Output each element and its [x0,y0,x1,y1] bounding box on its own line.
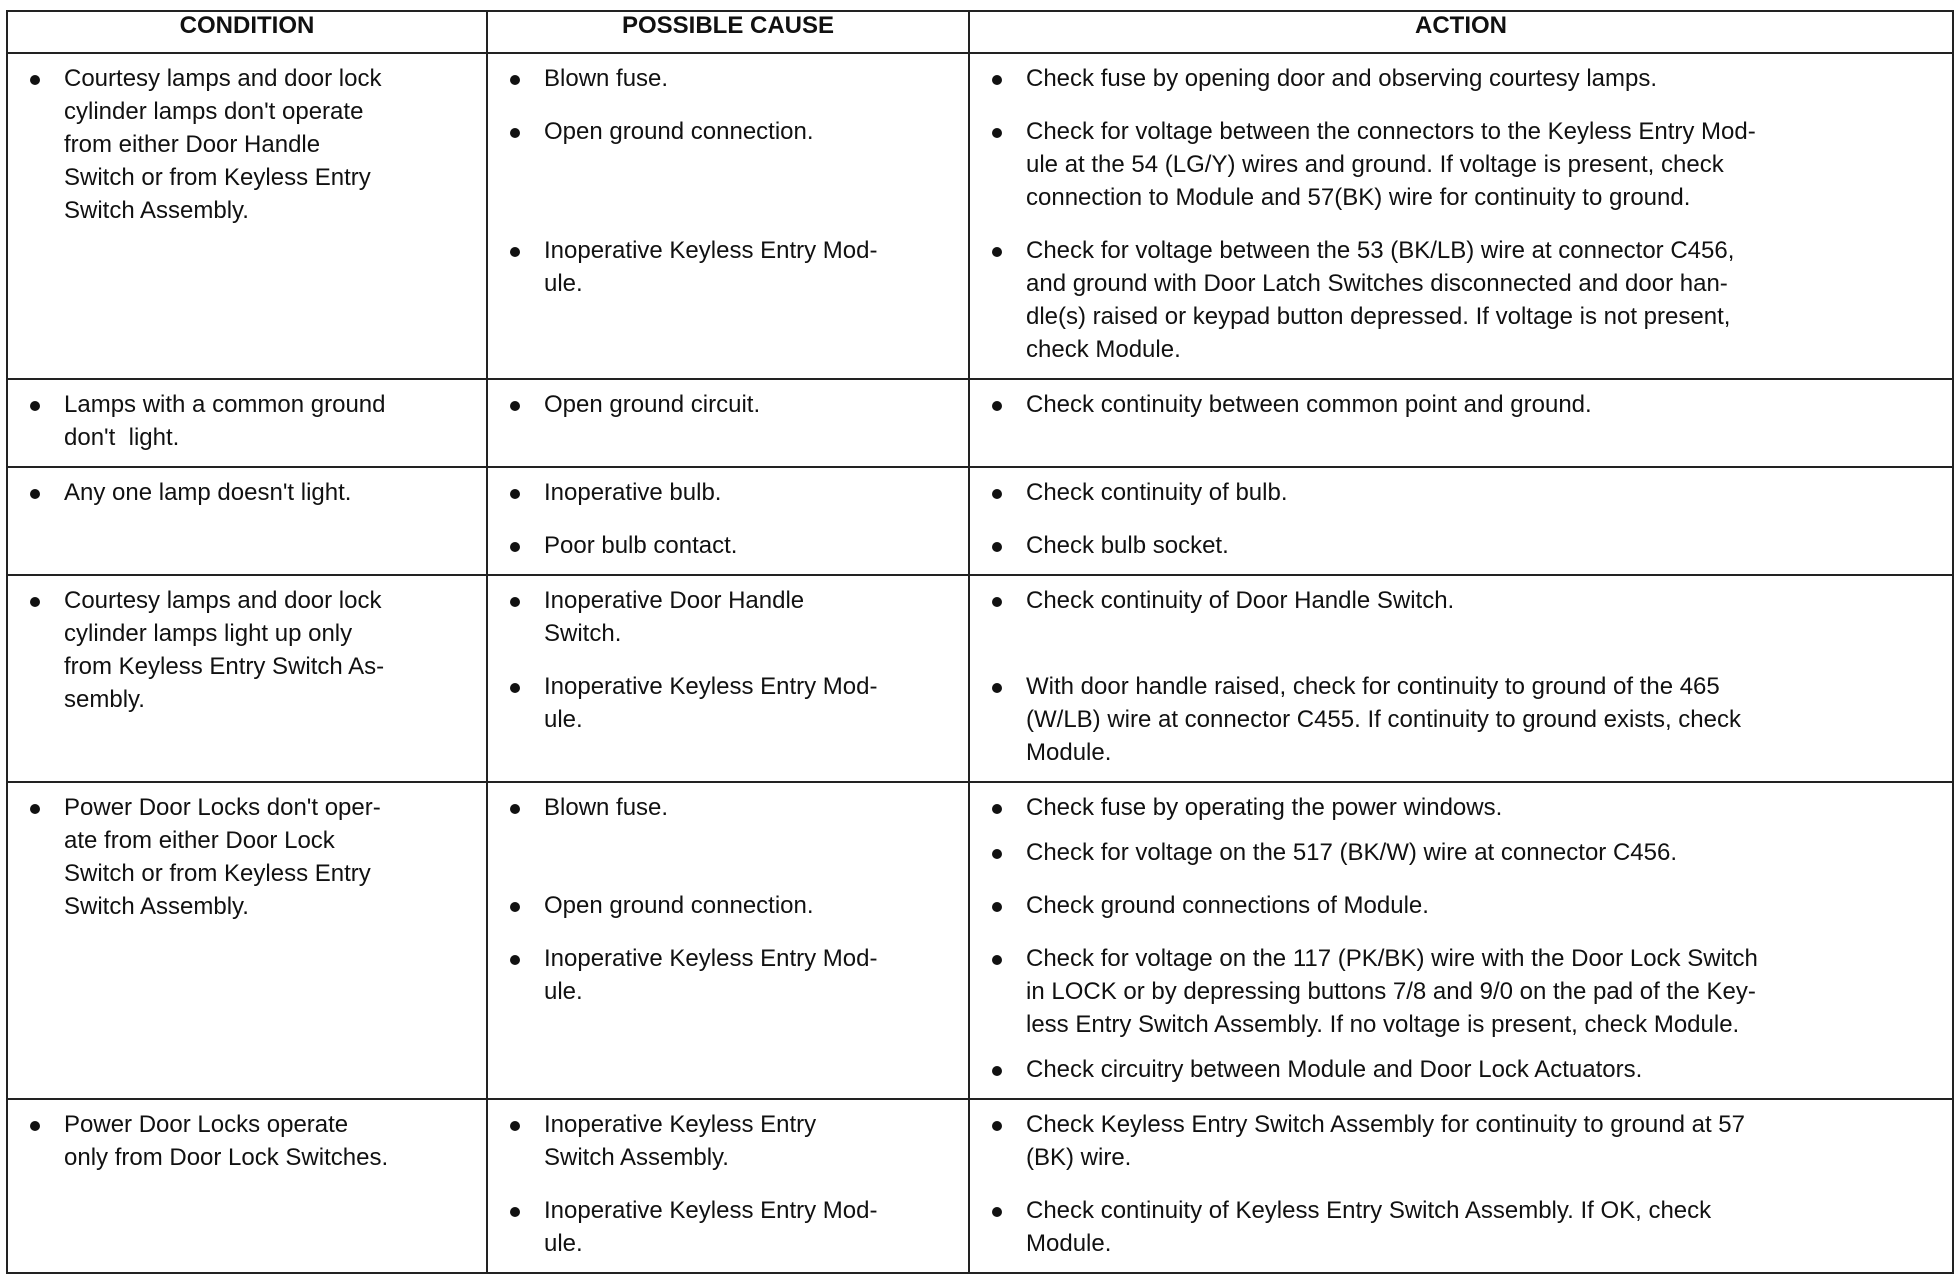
action-cell: Check continuity between common point an… [968,378,1954,468]
cause-item: Inoperative bulb. [506,476,960,509]
condition-item: Lamps with a common ground don't light. [26,388,478,454]
action-item: Check continuity of Door Handle Switch. [988,584,1944,617]
action-cell: Check for voltage on the 117 (PK/BK) wir… [968,934,1954,1100]
action-item: Check for voltage between the 53 (BK/LB)… [988,234,1944,366]
condition-item: Courtesy lamps and door lock cylinder la… [26,584,478,716]
condition-cell: Lamps with a common ground don't light. [6,378,488,468]
table-row: Power Door Locks don't oper- ate from ei… [6,781,1954,1100]
table-row: Inoperative Keyless Entry Mod- ule. Check… [7,226,1954,380]
condition-item: Courtesy lamps and door lock cylinder la… [26,62,478,227]
table-row: Any one lamp doesn't light. Inoperative b… [6,466,1954,576]
action-cell: Check ground connections of Module. [968,881,1954,934]
action-cell: Check bulb socket. [968,521,1954,576]
table-body: Courtesy lamps and door lock cylinder la… [6,52,1954,1274]
condition-cell: Courtesy lamps and door lock cylinder la… [6,52,488,380]
header-cell: CONDITION [6,10,488,54]
condition-item: Power Door Locks don't oper- ate from ei… [26,791,478,923]
action-item: Check for voltage between the connectors… [988,115,1944,214]
condition-item: Power Door Locks operate only from Door … [26,1108,478,1174]
table-row: Courtesy lamps and door lock cylinder la… [6,574,1954,783]
action-cell: Check for voltage between the connectors… [968,107,1954,226]
action-item: Check for voltage on the 517 (BK/W) wire… [988,836,1944,869]
troubleshooting-table: CONDITION POSSIBLE CAUSE ACTION Courtesy… [6,10,1954,1274]
cause-item: Open ground connection. [506,115,960,148]
cause-cell: Poor bulb contact. [486,521,970,576]
action-item: Check continuity of Keyless Entry Switch… [988,1194,1944,1260]
action-item: Check ground connections of Module. [988,889,1944,922]
header-cell: ACTION [968,10,1954,54]
condition-cell: Courtesy lamps and door lock cylinder la… [6,574,488,783]
action-item: With door handle raised, check for conti… [988,670,1944,769]
cause-cell: Inoperative Keyless Entry Mod- ule. [486,662,970,783]
table-row: Inoperative Keyless Entry Mod- ule. With … [7,662,1954,783]
action-cell: With door handle raised, check for conti… [968,662,1954,783]
table-row: Lamps with a common ground don't light. O… [6,378,1954,468]
cause-cell: Blown fuse. [486,781,970,881]
cause-item: Inoperative Keyless Entry Mod- ule. [506,942,960,1008]
cause-cell: Open ground circuit. [486,378,970,468]
cause-item: Inoperative Keyless Entry Mod- ule. [506,1194,960,1260]
action-item: Check fuse by opening door and observing… [988,62,1944,95]
action-item: Check for voltage on the 117 (PK/BK) wir… [988,942,1944,1041]
cause-item: Inoperative Keyless Entry Switch Assembl… [506,1108,960,1174]
header-row: CONDITION POSSIBLE CAUSE ACTION [6,10,1954,54]
action-cell: Check fuse by operating the power window… [968,781,1954,881]
cause-cell: Inoperative Keyless Entry Switch Assembl… [486,1098,970,1186]
action-cell: Check continuity of Keyless Entry Switch… [968,1186,1954,1274]
cause-item: Blown fuse. [506,791,960,824]
cause-item: Inoperative Keyless Entry Mod- ule. [506,670,960,736]
cause-item: Open ground connection. [506,889,960,922]
action-item: Check continuity of bulb. [988,476,1944,509]
action-item: Check continuity between common point an… [988,388,1944,421]
cause-item: Inoperative Door Handle Switch. [506,584,960,650]
header-cell: POSSIBLE CAUSE [486,10,970,54]
cause-cell: Inoperative Door Handle Switch. [486,574,970,662]
action-cell: Check continuity of Door Handle Switch. [968,574,1954,662]
cause-cell: Open ground connection. [486,107,970,226]
table-row: Open ground connection. Check for voltage… [7,107,1954,226]
table-row: Open ground connection. Check ground conn… [7,881,1954,934]
action-item: Check fuse by operating the power window… [988,791,1944,824]
condition-cell: Power Door Locks don't oper- ate from ei… [6,781,488,1100]
action-cell: Check Keyless Entry Switch Assembly for … [968,1098,1954,1186]
cause-item: Poor bulb contact. [506,529,960,562]
cause-cell: Open ground connection. [486,881,970,934]
condition-cell: Any one lamp doesn't light. [6,466,488,576]
action-item: Check Keyless Entry Switch Assembly for … [988,1108,1944,1174]
page: CONDITION POSSIBLE CAUSE ACTION Courtesy… [6,10,1954,1274]
action-item: Check bulb socket. [988,529,1944,562]
condition-item: Any one lamp doesn't light. [26,476,478,509]
cause-cell: Inoperative Keyless Entry Mod- ule. [486,226,970,380]
table-row: Courtesy lamps and door lock cylinder la… [6,52,1954,380]
cause-cell: Inoperative Keyless Entry Mod- ule. [486,934,970,1100]
cause-cell: Blown fuse. [486,52,970,107]
cause-item: Open ground circuit. [506,388,960,421]
table-row: Inoperative Keyless Entry Mod- ule. Check… [7,934,1954,1100]
table-wrap: CONDITION POSSIBLE CAUSE ACTION Courtesy… [6,10,1954,1274]
condition-cell: Power Door Locks operate only from Door … [6,1098,488,1274]
table-row: Poor bulb contact. Check bulb socket. [7,521,1954,576]
table-row: Power Door Locks operate only from Door … [6,1098,1954,1274]
cause-cell: Inoperative Keyless Entry Mod- ule. [486,1186,970,1274]
action-cell: Check fuse by opening door and observing… [968,52,1954,107]
action-cell: Check continuity of bulb. [968,466,1954,521]
cause-item: Blown fuse. [506,62,960,95]
cause-item: Inoperative Keyless Entry Mod- ule. [506,234,960,300]
cause-cell: Inoperative bulb. [486,466,970,521]
action-cell: Check for voltage between the 53 (BK/LB)… [968,226,1954,380]
action-item: Check circuitry between Module and Door … [988,1053,1944,1086]
